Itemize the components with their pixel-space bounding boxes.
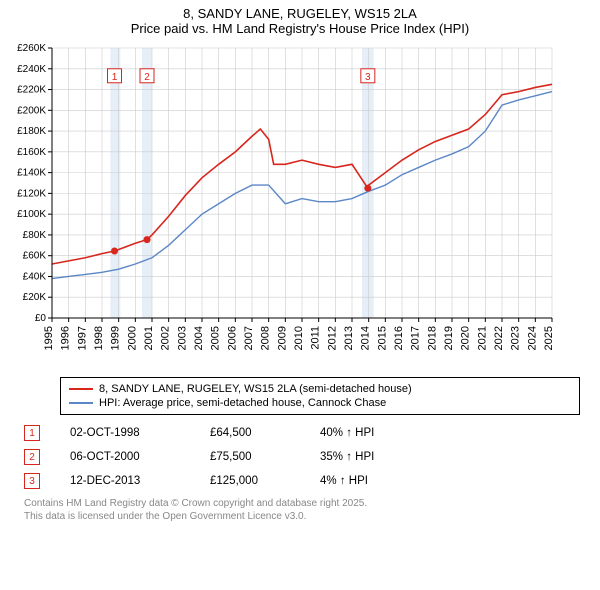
table-row: 1 02-OCT-1998 £64,500 40% ↑ HPI bbox=[24, 421, 580, 445]
svg-text:2016: 2016 bbox=[393, 326, 405, 350]
svg-text:£20K: £20K bbox=[23, 292, 47, 303]
svg-text:1995: 1995 bbox=[43, 326, 55, 350]
svg-text:2024: 2024 bbox=[526, 326, 538, 350]
sales-table: 1 02-OCT-1998 £64,500 40% ↑ HPI 2 06-OCT… bbox=[24, 421, 580, 493]
svg-text:£260K: £260K bbox=[17, 43, 46, 54]
table-row: 3 12-DEC-2013 £125,000 4% ↑ HPI bbox=[24, 469, 580, 493]
chart-container: £0 £20K £40K £60K £80K £100K £120K £140K £160K £1… bbox=[0, 38, 600, 373]
sale-price: £125,000 bbox=[210, 475, 290, 487]
legend-swatch bbox=[69, 402, 93, 404]
footer: Contains HM Land Registry data © Crown c… bbox=[24, 497, 580, 523]
svg-text:£140K: £140K bbox=[17, 168, 46, 179]
svg-text:£200K: £200K bbox=[17, 105, 46, 116]
sale-marker-icon: 2 bbox=[24, 449, 40, 465]
svg-text:£120K: £120K bbox=[17, 188, 46, 199]
svg-text:2008: 2008 bbox=[260, 326, 272, 350]
svg-text:1998: 1998 bbox=[93, 326, 105, 350]
page-title: 8, SANDY LANE, RUGELEY, WS15 2LA bbox=[0, 6, 600, 21]
svg-text:1: 1 bbox=[112, 72, 118, 83]
page-subtitle: Price paid vs. HM Land Registry's House … bbox=[0, 21, 600, 36]
svg-text:2023: 2023 bbox=[510, 326, 522, 350]
svg-text:1999: 1999 bbox=[110, 326, 122, 350]
svg-text:£0: £0 bbox=[35, 313, 47, 324]
svg-text:2025: 2025 bbox=[543, 326, 555, 350]
sale-date: 12-DEC-2013 bbox=[70, 475, 180, 487]
svg-text:2005: 2005 bbox=[210, 326, 222, 350]
svg-text:2011: 2011 bbox=[310, 326, 322, 350]
svg-text:£80K: £80K bbox=[23, 230, 47, 241]
sale-diff: 35% ↑ HPI bbox=[320, 451, 374, 463]
svg-text:£180K: £180K bbox=[17, 126, 46, 137]
svg-text:2010: 2010 bbox=[293, 326, 305, 350]
svg-text:1996: 1996 bbox=[60, 326, 72, 350]
legend-label: 8, SANDY LANE, RUGELEY, WS15 2LA (semi-d… bbox=[99, 383, 412, 395]
svg-text:£60K: £60K bbox=[23, 251, 47, 262]
svg-text:2012: 2012 bbox=[326, 326, 338, 350]
legend: 8, SANDY LANE, RUGELEY, WS15 2LA (semi-d… bbox=[60, 377, 580, 415]
svg-text:£100K: £100K bbox=[17, 209, 46, 220]
svg-text:2019: 2019 bbox=[443, 326, 455, 350]
sale-price: £75,500 bbox=[210, 451, 290, 463]
svg-text:2: 2 bbox=[144, 72, 150, 83]
sale-date: 02-OCT-1998 bbox=[70, 427, 180, 439]
sale-date: 06-OCT-2000 bbox=[70, 451, 180, 463]
legend-swatch bbox=[69, 388, 93, 390]
svg-text:£220K: £220K bbox=[17, 85, 46, 96]
svg-text:2022: 2022 bbox=[493, 326, 505, 350]
sale-diff: 4% ↑ HPI bbox=[320, 475, 368, 487]
sale-diff: 40% ↑ HPI bbox=[320, 427, 374, 439]
svg-text:2020: 2020 bbox=[460, 326, 472, 350]
svg-text:2001: 2001 bbox=[143, 326, 155, 350]
svg-text:2000: 2000 bbox=[126, 326, 138, 350]
svg-text:2013: 2013 bbox=[343, 326, 355, 350]
footer-line: Contains HM Land Registry data © Crown c… bbox=[24, 497, 580, 510]
svg-text:2003: 2003 bbox=[176, 326, 188, 350]
svg-text:1997: 1997 bbox=[76, 326, 88, 350]
sale-marker-icon: 1 bbox=[24, 425, 40, 441]
legend-item: HPI: Average price, semi-detached house,… bbox=[69, 396, 571, 410]
svg-text:2004: 2004 bbox=[193, 326, 205, 350]
sale-marker-icon: 3 bbox=[24, 473, 40, 489]
svg-text:2015: 2015 bbox=[376, 326, 388, 350]
svg-text:2002: 2002 bbox=[160, 326, 172, 350]
svg-text:2007: 2007 bbox=[243, 326, 255, 350]
sale-price: £64,500 bbox=[210, 427, 290, 439]
legend-label: HPI: Average price, semi-detached house,… bbox=[99, 397, 386, 409]
svg-text:2021: 2021 bbox=[476, 326, 488, 350]
svg-text:2014: 2014 bbox=[360, 326, 372, 350]
svg-text:2006: 2006 bbox=[226, 326, 238, 350]
header: 8, SANDY LANE, RUGELEY, WS15 2LA Price p… bbox=[0, 0, 600, 38]
svg-text:2017: 2017 bbox=[410, 326, 422, 350]
price-chart: £0 £20K £40K £60K £80K £100K £120K £140K £160K £1… bbox=[0, 38, 560, 368]
footer-line: This data is licensed under the Open Gov… bbox=[24, 510, 580, 523]
svg-text:£160K: £160K bbox=[17, 147, 46, 158]
svg-text:2018: 2018 bbox=[426, 326, 438, 350]
svg-text:£240K: £240K bbox=[17, 64, 46, 75]
svg-text:3: 3 bbox=[365, 72, 371, 83]
legend-item: 8, SANDY LANE, RUGELEY, WS15 2LA (semi-d… bbox=[69, 382, 571, 396]
svg-text:2009: 2009 bbox=[276, 326, 288, 350]
table-row: 2 06-OCT-2000 £75,500 35% ↑ HPI bbox=[24, 445, 580, 469]
svg-text:£40K: £40K bbox=[23, 271, 47, 282]
